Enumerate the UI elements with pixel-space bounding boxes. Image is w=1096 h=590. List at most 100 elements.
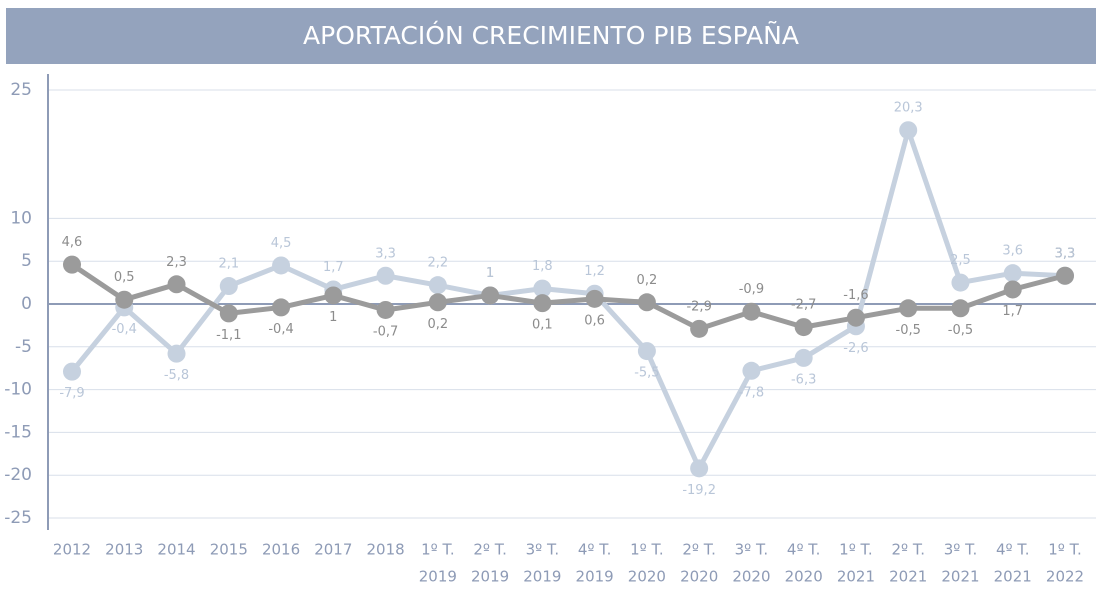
point <box>376 300 395 319</box>
point <box>428 293 447 312</box>
x-tick-label: 2021 <box>889 568 927 586</box>
x-tick-label: 2019 <box>523 568 561 586</box>
x-tick-label: 2017 <box>314 541 352 559</box>
y-tick-label: 5 <box>21 251 32 271</box>
data-label: 2,3 <box>166 255 187 270</box>
x-tick-label: 3º T. <box>944 541 978 559</box>
data-label: 2,5 <box>950 253 971 268</box>
x-tick-label: 1º T. <box>1048 541 1082 559</box>
data-label: 3,3 <box>375 246 396 261</box>
data-label: 1 <box>486 266 494 281</box>
point <box>115 290 134 309</box>
y-tick-label: 0 <box>21 294 32 314</box>
x-tick-label: 2º T. <box>473 541 507 559</box>
point <box>376 266 395 285</box>
data-label: 0,2 <box>637 273 658 288</box>
data-label: -7,8 <box>739 385 764 400</box>
data-label: -5,5 <box>634 366 659 381</box>
x-tick-label: 1º T. <box>630 541 664 559</box>
title-bar <box>6 8 1096 64</box>
point <box>690 319 709 338</box>
data-label: -0,4 <box>112 322 137 337</box>
point <box>533 294 552 313</box>
data-label: 1 <box>329 310 337 325</box>
data-label: 0,2 <box>427 317 448 332</box>
x-tick-label: 2º T. <box>682 541 716 559</box>
point <box>1056 266 1074 285</box>
data-label: 0,5 <box>114 270 135 285</box>
data-label: -2,9 <box>686 299 711 314</box>
point <box>899 121 918 140</box>
point <box>951 299 970 318</box>
data-label: -0,7 <box>373 324 398 339</box>
x-tick-label: 2015 <box>210 541 248 559</box>
data-label: -0,5 <box>896 323 921 338</box>
data-label: 1,7 <box>323 260 344 275</box>
x-tick-label: 4º T. <box>787 541 821 559</box>
x-tick-label: 4º T. <box>996 541 1030 559</box>
point <box>585 289 604 308</box>
x-tick-label: 2020 <box>785 568 823 586</box>
data-label: 0,1 <box>532 318 553 333</box>
point <box>63 255 81 274</box>
x-tick-label: 2022 <box>1046 568 1084 586</box>
y-tick-label: -25 <box>4 508 32 528</box>
x-tick-label: 2º T. <box>891 541 925 559</box>
data-label: 0,6 <box>584 313 605 328</box>
point <box>794 348 813 367</box>
x-tick-label: 2012 <box>53 541 91 559</box>
point <box>219 304 238 323</box>
point <box>167 344 186 363</box>
data-label: 20,3 <box>894 101 923 116</box>
point <box>637 293 656 312</box>
point <box>533 279 552 298</box>
point <box>899 299 918 318</box>
y-tick-label: -10 <box>4 380 32 400</box>
x-tick-label: 2021 <box>837 568 875 586</box>
data-label: 3,6 <box>1002 244 1023 259</box>
data-label: 2,2 <box>427 256 448 271</box>
data-label: 4,5 <box>271 236 292 251</box>
y-tick-label: -20 <box>4 465 32 485</box>
x-tick-label: 1º T. <box>839 541 873 559</box>
point <box>219 277 238 296</box>
point <box>1003 280 1022 299</box>
x-tick-label: 2020 <box>732 568 770 586</box>
chart-title: APORTACIÓN CRECIMIENTO PIB ESPAÑA <box>303 20 799 50</box>
y-tick-label: 25 <box>10 80 32 100</box>
point <box>846 308 865 327</box>
data-label: 1,2 <box>584 264 605 279</box>
x-tick-label: 2019 <box>419 568 457 586</box>
x-tick-label: 2021 <box>994 568 1032 586</box>
x-tick-label: 4º T. <box>578 541 612 559</box>
y-tick-label: 10 <box>10 208 32 228</box>
data-label: 1,8 <box>532 259 553 274</box>
data-label: -0,5 <box>948 323 973 338</box>
point <box>272 256 291 275</box>
point <box>324 286 343 305</box>
data-label: -1,1 <box>216 328 241 343</box>
point <box>63 362 81 381</box>
data-label: -19,2 <box>682 483 716 498</box>
data-label: 1,7 <box>1002 304 1023 319</box>
x-tick-label: 2018 <box>366 541 404 559</box>
series-line <box>70 127 1066 471</box>
x-tick-label: 2020 <box>628 568 666 586</box>
point <box>167 275 186 294</box>
data-label: -5,8 <box>164 368 189 383</box>
x-tick-label: 2020 <box>680 568 718 586</box>
point <box>428 276 447 295</box>
x-tick-label: 3º T. <box>526 541 560 559</box>
point <box>690 459 709 478</box>
data-label: -2,7 <box>791 298 816 313</box>
point <box>1003 264 1022 283</box>
data-label: 4,6 <box>62 235 83 250</box>
data-label: 1 <box>486 266 494 281</box>
x-tick-label: 1º T. <box>421 541 455 559</box>
data-label: 2,1 <box>218 257 239 272</box>
point <box>951 273 970 292</box>
data-label: 3,3 <box>1055 246 1076 261</box>
x-tick-label: 2019 <box>576 568 614 586</box>
x-tick-label: 3º T. <box>735 541 769 559</box>
